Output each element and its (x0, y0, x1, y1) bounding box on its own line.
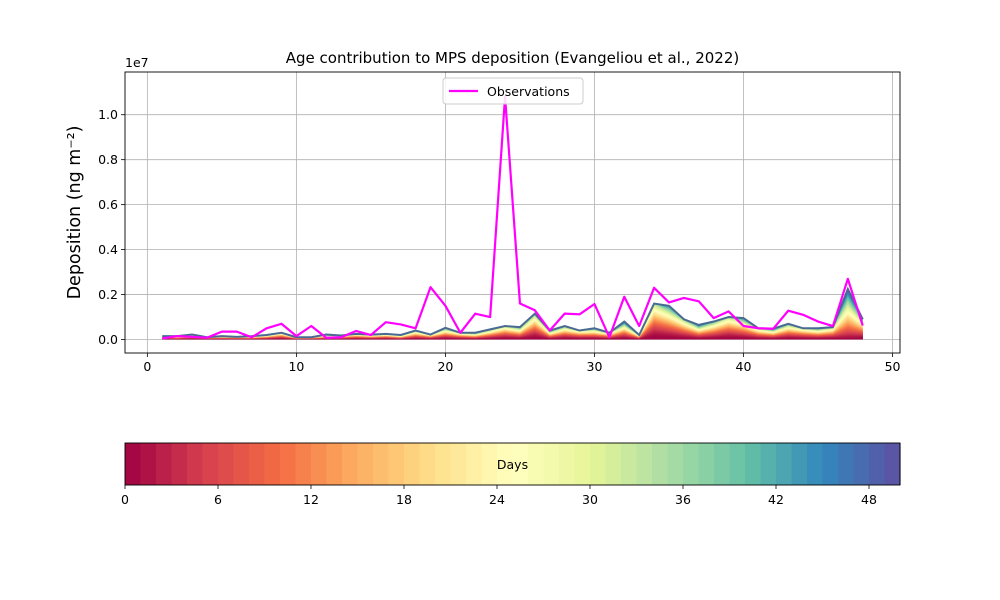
colorbar-tick-label: 12 (303, 492, 319, 507)
colorbar-label: Days (497, 457, 528, 472)
colorbar-bin (745, 443, 762, 485)
colorbar-tick-label: 18 (396, 492, 412, 507)
colorbar-bin (714, 443, 731, 485)
colorbar-bin (125, 443, 142, 485)
legend-label: Observations (487, 84, 570, 99)
colorbar-bin (807, 443, 824, 485)
colorbar-bin (218, 443, 235, 485)
colorbar-bin (621, 443, 638, 485)
x-tick-label: 20 (437, 359, 453, 374)
colorbar-bin (156, 443, 173, 485)
colorbar-bin (435, 443, 452, 485)
colorbar-bin (450, 443, 467, 485)
observations-line (162, 95, 864, 340)
colorbar-bin (776, 443, 793, 485)
axes-frame (124, 71, 901, 354)
y-multiplier-label: 1e7 (125, 55, 149, 70)
colorbar-bin (280, 443, 297, 485)
colorbar-bin (528, 443, 545, 485)
y-tick-label: 0.8 (98, 152, 118, 167)
y-tick-label: 0.4 (98, 242, 118, 257)
x-tick-label: 30 (587, 359, 603, 374)
colorbar-bin (729, 443, 746, 485)
y-axis-label: Deposition (ng m⁻²) (65, 126, 85, 300)
colorbar-bin (590, 443, 607, 485)
colorbar-bin (187, 443, 204, 485)
colorbar-bin (466, 443, 483, 485)
colorbar-tick-label: 48 (861, 492, 877, 507)
colorbar-bin (419, 443, 436, 485)
x-tick-label: 40 (736, 359, 752, 374)
legend-box (442, 77, 584, 105)
chart-title: Age contribution to MPS deposition (Evan… (286, 49, 740, 67)
y-tick-label: 0.6 (98, 197, 118, 212)
colorbar-bin (559, 443, 576, 485)
colorbar-bin (202, 443, 219, 485)
colorbar-bin (884, 443, 901, 485)
colorbar: 0 6 12 18 24 30 36 42 48 Days (121, 442, 901, 507)
colorbar-bin (869, 443, 886, 485)
age-band-area (162, 335, 863, 340)
colorbar-tick-label: 30 (582, 492, 598, 507)
x-tick-label: 0 (143, 359, 151, 374)
colorbar-bin (357, 443, 374, 485)
colorbar-bin (481, 443, 498, 485)
colorbar-bin (171, 443, 188, 485)
colorbar-bin (574, 443, 591, 485)
colorbar-bin (760, 443, 777, 485)
colorbar-bin (373, 443, 390, 485)
colorbar-bin (652, 443, 669, 485)
colorbar-bin (605, 443, 622, 485)
y-tick-label: 1.0 (98, 107, 118, 122)
colorbar-bin (512, 443, 529, 485)
colorbar-bin (311, 443, 328, 485)
colorbar-bin (683, 443, 700, 485)
y-tick-label: 0.2 (98, 287, 118, 302)
colorbar-bin (295, 443, 312, 485)
colorbar-bin (853, 443, 870, 485)
colorbar-bin (497, 443, 514, 485)
colorbar-bin (233, 443, 250, 485)
colorbar-bin (838, 443, 855, 485)
colorbar-bin (404, 443, 421, 485)
plot-area: 0 10 20 30 40 50 0.0 0.2 0.4 0.6 0.8 1.0 1e7 Age cont… (65, 49, 901, 374)
age-total-line (162, 286, 864, 339)
colorbar-frame (124, 442, 901, 486)
x-tick-label: 50 (885, 359, 901, 374)
colorbar-tick-label: 36 (675, 492, 691, 507)
colorbar-bin (698, 443, 715, 485)
colorbar-tick-label: 0 (121, 492, 129, 507)
legend: Observations (442, 77, 584, 105)
y-tick-label: 0.0 (98, 332, 118, 347)
colorbar-bin (140, 443, 157, 485)
colorbar-bin (667, 443, 684, 485)
colorbar-bin (791, 443, 808, 485)
x-tick-label: 10 (288, 359, 304, 374)
colorbar-bin (388, 443, 405, 485)
colorbar-bin (822, 443, 839, 485)
colorbar-bin (342, 443, 359, 485)
colorbar-bin (636, 443, 653, 485)
colorbar-tick-label: 24 (489, 492, 505, 507)
colorbar-tick-label: 6 (214, 492, 222, 507)
colorbar-tick-label: 42 (768, 492, 784, 507)
colorbar-bin (249, 443, 266, 485)
colorbar-bin (264, 443, 281, 485)
colorbar-bin (326, 443, 343, 485)
colorbar-bin (543, 443, 560, 485)
